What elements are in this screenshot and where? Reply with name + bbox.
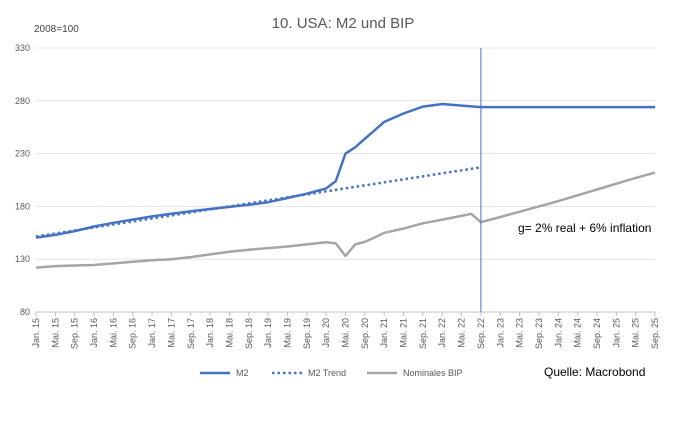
index-note: 2008=100: [34, 24, 79, 35]
annotation-text: g= 2% real + 6% inflation: [518, 221, 651, 235]
gridlines: [36, 47, 655, 313]
series-line-nominales-bip: [35, 171, 656, 269]
x-tick-label: Mai. 16: [108, 318, 118, 348]
x-tick-label: Mai. 20: [341, 318, 351, 348]
chart-title: 10. USA: M2 und BIP: [272, 15, 415, 32]
y-tick-label: 280: [15, 96, 30, 106]
x-tick-label: Sep. 18: [244, 318, 254, 349]
x-tick-label: Sep. 22: [476, 318, 486, 349]
x-tick-label: Sep. 25: [650, 318, 660, 349]
series-lines: [35, 102, 656, 269]
x-axis: Jan. 15 Mai. 15 Sep. 15 Jan. 16 Mai. 16 Sep. …: [31, 312, 660, 349]
x-tick-label: Sep. 16: [128, 318, 138, 349]
series-line-m2-trend: [35, 166, 482, 238]
x-tick-label: Mai. 24: [573, 318, 583, 348]
x-tick-label: Sep. 23: [534, 318, 544, 349]
legend-label-m2: M2: [236, 368, 249, 378]
y-tick-label: 180: [15, 201, 30, 211]
x-tick-label: Sep. 17: [186, 318, 196, 349]
x-tick-label: Jan. 19: [263, 318, 273, 348]
x-tick-label: Mai. 18: [224, 318, 234, 348]
legend-label-m2-trend: M2 Trend: [308, 368, 346, 378]
x-tick-label: Mai. 17: [166, 318, 176, 348]
legend: M2 M2 Trend Nominales BIP: [200, 368, 463, 378]
x-tick-label: Sep. 19: [302, 318, 312, 349]
x-tick-label: Sep. 21: [418, 318, 428, 349]
y-tick-label: 130: [15, 254, 30, 264]
y-tick-label: 80: [20, 307, 30, 317]
x-tick-label: Mai. 19: [282, 318, 292, 348]
y-axis: 80 130 180 230 280 330: [15, 43, 30, 317]
x-tick-label: Jan. 17: [147, 318, 157, 348]
x-tick-label: Jan. 18: [205, 318, 215, 348]
y-tick-label: 230: [15, 149, 30, 159]
series-line-m2: [35, 102, 655, 239]
x-tick-label: Jan. 23: [495, 318, 505, 348]
x-tick-label: Jan. 25: [611, 318, 621, 348]
x-tick-label: Sep. 20: [360, 318, 370, 349]
y-tick-label: 330: [15, 43, 30, 53]
x-tick-label: Jan. 16: [89, 318, 99, 348]
x-tick-label: Jan. 24: [553, 318, 563, 348]
source-text: Quelle: Macrobond: [544, 365, 645, 379]
x-tick-label: Sep. 15: [70, 318, 80, 349]
x-tick-label: Jan. 15: [31, 318, 41, 348]
x-tick-label: Mai. 23: [515, 318, 525, 348]
x-tick-label: Sep. 24: [592, 318, 602, 349]
x-tick-label: Mai. 21: [399, 318, 409, 348]
legend-label-nominales-bip: Nominales BIP: [403, 368, 463, 378]
x-tick-label: Mai. 25: [631, 318, 641, 348]
x-tick-label: Mai. 22: [457, 318, 467, 348]
x-tick-label: Jan. 22: [437, 318, 447, 348]
x-tick-label: Mai. 15: [50, 318, 60, 348]
x-tick-label: Jan. 21: [379, 318, 389, 348]
x-tick-label: Jan. 20: [321, 318, 331, 348]
